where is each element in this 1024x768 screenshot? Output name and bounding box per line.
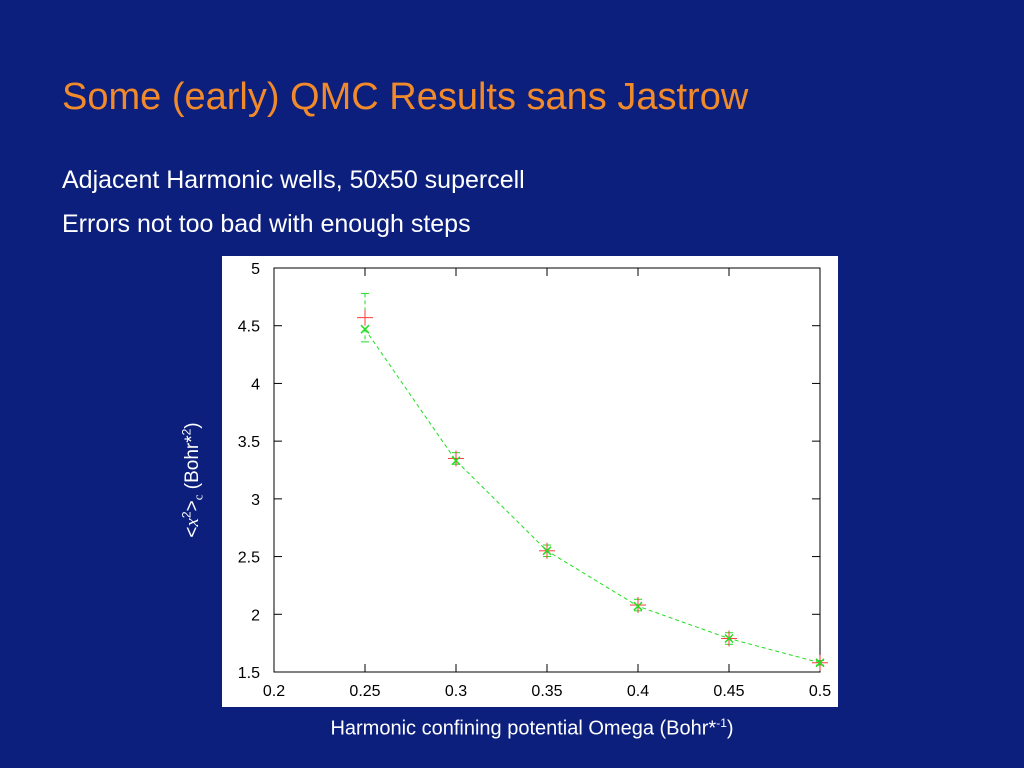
- x-diag-2: [451, 456, 461, 466]
- data-point-green-x: [451, 456, 461, 466]
- x-tick-label: 0.4: [627, 683, 649, 700]
- plot-frame: [273, 267, 821, 673]
- slide-title: Some (early) QMC Results sans Jastrow: [62, 76, 749, 118]
- x-diag-2: [815, 658, 825, 668]
- y-tick-label: 1.5: [238, 665, 260, 682]
- data-point-red-plus: [357, 309, 373, 326]
- series-line-green: [364, 328, 821, 664]
- x-diag-2: [360, 324, 370, 334]
- y-tick-label: 5: [251, 261, 260, 278]
- x-label-sup: -1: [716, 716, 727, 730]
- data-point-green-x: [724, 633, 734, 644]
- x-tick-label: 0.45: [713, 683, 744, 700]
- x-label-close: ): [726, 717, 734, 740]
- y-label-close: >: [181, 500, 203, 512]
- y-axis-label: <x2>c (Bohr*2): [179, 422, 206, 537]
- y-tick-label: 2.5: [238, 550, 260, 567]
- data-point-red-plus: [630, 597, 646, 614]
- data-point-green-x: [542, 546, 552, 556]
- y-tick-label: 3.5: [238, 434, 260, 451]
- x-tick-label: 0.35: [531, 683, 562, 700]
- y-tick-label: 4.5: [238, 319, 260, 336]
- x-diag-2: [633, 601, 643, 611]
- y-tick-label: 2: [251, 607, 260, 624]
- error-bars-group: [361, 292, 824, 666]
- x-axis-label: Harmonic confining potential Omega (Bohr…: [330, 716, 733, 741]
- y-label-variable: x: [181, 518, 203, 527]
- y-label-unit-close: ): [181, 422, 203, 429]
- x-label-text: Harmonic confining potential Omega (Bohr…: [330, 717, 717, 740]
- y-tick-label: 4: [251, 376, 260, 393]
- x-tick-label: 0.25: [349, 683, 380, 700]
- x-diag-2: [542, 546, 552, 556]
- series-line-group: [364, 328, 821, 664]
- x-tick-label: 0.3: [445, 683, 467, 700]
- y-label-unit: (Bohr*: [181, 435, 203, 495]
- bullet-1: Adjacent Harmonic wells, 50x50 supercell: [62, 166, 525, 194]
- y-axis-ticks: 1.5 2 2.5 3 3.5 4 4.5 5: [238, 261, 820, 682]
- x-diag-2: [724, 633, 734, 644]
- x-axis-ticks: 0.2 0.25 0.3 0.35 0.4 0.45 0.5: [263, 268, 831, 700]
- data-point-red-plus: [448, 450, 464, 467]
- x-tick-label: 0.2: [263, 683, 285, 700]
- markers-group: [357, 309, 828, 671]
- plot-area: 0.2 0.25 0.3 0.35 0.4 0.45 0.5 1.5 2 2.5 3 3.5 4 4.5…: [222, 256, 838, 707]
- y-label-unit-sup: 2: [179, 428, 194, 436]
- y-label-sup: 2: [179, 511, 194, 519]
- y-tick-label: 3: [251, 492, 260, 509]
- data-point-green-x: [360, 324, 370, 334]
- y-label-sub: c: [190, 494, 206, 501]
- y-label-open: <: [181, 526, 203, 538]
- x-tick-label: 0.5: [809, 683, 831, 700]
- data-point-green-x: [815, 658, 825, 668]
- data-point-green-x: [633, 601, 643, 611]
- bullet-2: Errors not too bad with enough steps: [62, 210, 471, 238]
- chart-svg: 0.2 0.25 0.3 0.35 0.4 0.45 0.5 1.5 2 2.5 3 3.5 4 4.5…: [238, 261, 831, 700]
